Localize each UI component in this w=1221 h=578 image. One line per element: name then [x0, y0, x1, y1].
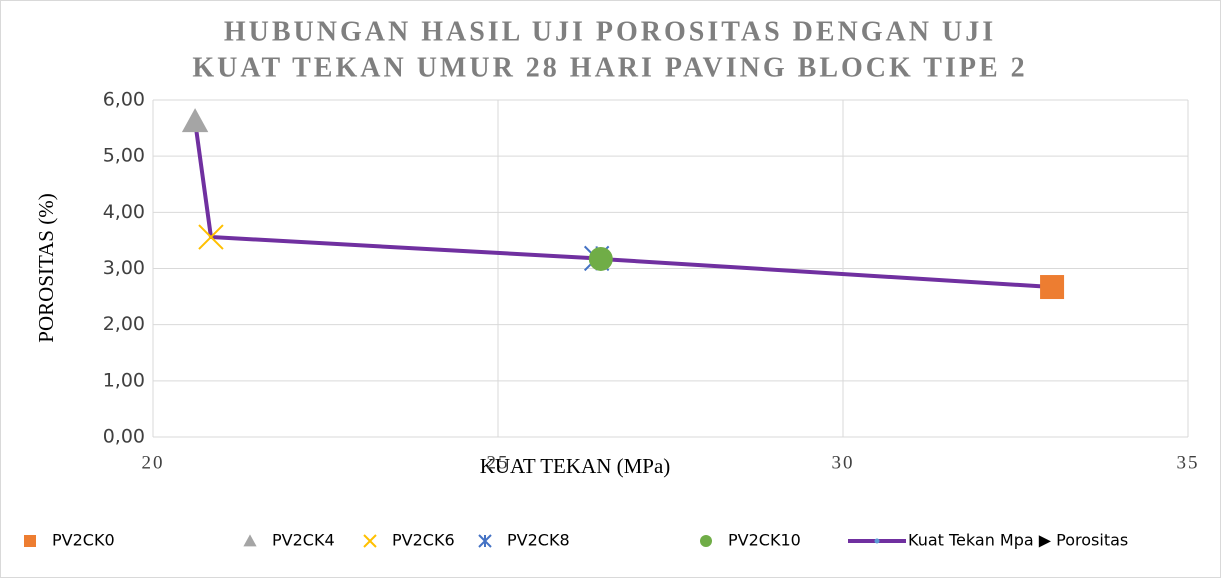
- y-tick-label: 3,00: [103, 257, 145, 279]
- marker-star: [478, 534, 492, 548]
- x-axis-label: KUAT TEKAN (MPa): [480, 454, 671, 478]
- legend-dot: [874, 538, 880, 544]
- y-tick-label: 1,00: [103, 369, 145, 391]
- chart-title: KUAT TEKAN UMUR 28 HARI PAVING BLOCK TIP…: [192, 52, 1027, 83]
- marker-triangle: [243, 534, 257, 547]
- x-tick-label: 20: [142, 452, 165, 473]
- legend-label: PV2CK10: [728, 531, 801, 550]
- chart-title: HUBUNGAN HASIL UJI POROSITAS DENGAN UJI: [224, 16, 996, 47]
- y-tick-label: 5,00: [103, 145, 145, 167]
- x-tick-label: 30: [832, 452, 855, 473]
- marker-triangle: [181, 108, 209, 133]
- x-tick-label: 35: [1177, 452, 1200, 473]
- marker-square: [1040, 275, 1065, 300]
- legend-label: Kuat Tekan Mpa ▶ Porositas: [908, 531, 1128, 550]
- marker-x: [198, 224, 224, 250]
- y-tick-label: 0,00: [103, 426, 145, 448]
- y-tick-label: 4,00: [103, 201, 145, 223]
- y-tick-label: 6,00: [103, 89, 145, 111]
- marker-x: [363, 534, 377, 548]
- marker-square: [24, 535, 36, 547]
- legend-label: PV2CK8: [507, 531, 570, 550]
- legend-label: PV2CK0: [52, 531, 115, 550]
- marker-circle: [700, 535, 712, 547]
- marker-circle: [588, 246, 613, 271]
- y-axis-label: POROSITAS (%): [34, 193, 58, 342]
- y-tick-label: 2,00: [103, 313, 145, 335]
- legend-label: PV2CK6: [392, 531, 455, 550]
- legend-label: PV2CK4: [272, 531, 335, 550]
- x-tick-label: 25: [487, 452, 510, 473]
